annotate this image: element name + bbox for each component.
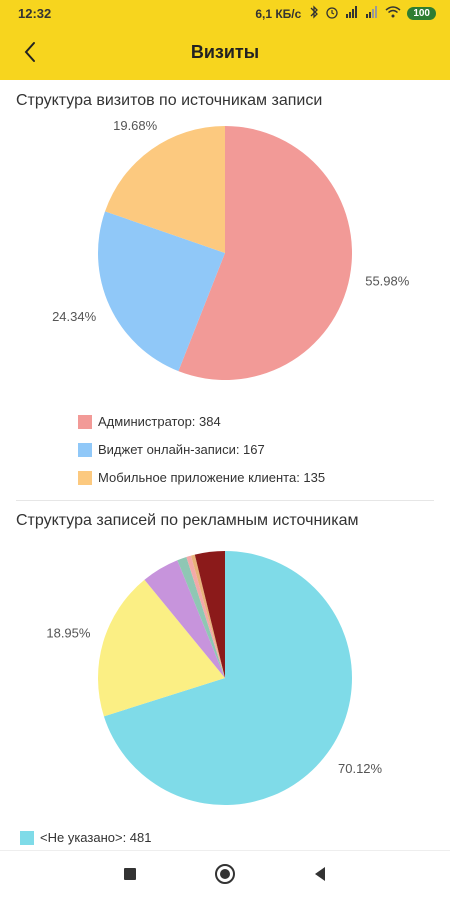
pie-slice[interactable] xyxy=(190,554,225,678)
legend-label: Виджет онлайн-записи: 167 xyxy=(98,442,265,457)
pie-slice[interactable] xyxy=(103,551,352,805)
pie-slice[interactable] xyxy=(144,560,225,678)
status-bar: 12:32 6,1 КБ/с 100 xyxy=(0,0,450,28)
bluetooth-icon xyxy=(309,5,319,22)
chart-1-title: Структура визитов по источникам записи xyxy=(16,92,323,109)
pie-slice[interactable] xyxy=(194,551,225,678)
chart-2-title: Структура записей по рекламным источника… xyxy=(16,512,359,529)
signal-icon xyxy=(345,6,359,21)
back-triangle-icon xyxy=(313,866,327,887)
pie-slice[interactable] xyxy=(105,126,225,253)
legend-label: Администратор: 384 xyxy=(98,414,221,429)
pie-percent-label: 24.34% xyxy=(52,309,97,324)
legend-item-admin: Администратор: 384 xyxy=(78,414,221,429)
wifi-icon xyxy=(385,6,401,21)
legend-swatch xyxy=(78,414,92,429)
chevron-left-icon xyxy=(23,41,37,68)
pie-percent-label: 18.95% xyxy=(46,625,91,640)
battery-indicator: 100 xyxy=(407,7,436,20)
recent-apps-button[interactable] xyxy=(117,863,143,889)
back-button[interactable] xyxy=(14,38,46,70)
pie-slice[interactable] xyxy=(178,126,352,380)
page-title: Визиты xyxy=(190,42,260,62)
home-button[interactable] xyxy=(212,863,238,889)
content-area[interactable]: Структура визитов по источникам записи 5… xyxy=(0,80,450,850)
home-circle-icon xyxy=(214,863,236,890)
status-right: 6,1 КБ/с 100 xyxy=(255,5,436,22)
system-nav-bar xyxy=(0,850,450,901)
app-bar: Визиты xyxy=(0,28,450,80)
pie-chart-1: 55.98% 24.34% 19.68% xyxy=(52,120,410,380)
back-nav-button[interactable] xyxy=(307,863,333,889)
network-speed: 6,1 КБ/с xyxy=(255,6,302,21)
pie-percent-label: 4.81% xyxy=(127,540,164,543)
pie-slice[interactable] xyxy=(186,555,225,678)
legend-item-unspecified: <Не указано>: 481 xyxy=(20,830,151,845)
legend-item-widget: Виджет онлайн-записи: 167 xyxy=(78,442,265,457)
pie-percent-label: 19.68% xyxy=(113,120,158,133)
legend-swatch xyxy=(78,442,92,457)
legend-label: <Не указано>: 481 xyxy=(40,830,152,845)
status-time: 12:32 xyxy=(18,6,52,21)
alarm-icon xyxy=(325,5,339,22)
pie-percent-label: 70.12% xyxy=(338,761,383,776)
pie-slice[interactable] xyxy=(97,211,225,372)
legend-label: Мобильное приложение клиента: 135 xyxy=(98,470,326,485)
legend-swatch xyxy=(78,470,92,485)
status-icons: 100 xyxy=(309,5,436,22)
pie-percent-label: 55.98% xyxy=(365,273,410,288)
pie-chart-2: 70.12% 18.95% 4.81% xyxy=(46,540,383,805)
pie-slice[interactable] xyxy=(97,579,225,717)
legend-swatch xyxy=(20,830,34,845)
pie-slice[interactable] xyxy=(177,557,225,678)
signal-2-icon xyxy=(365,6,379,21)
stop-square-icon xyxy=(123,867,137,886)
legend-item-mobile: Мобильное приложение клиента: 135 xyxy=(78,470,325,485)
section-divider xyxy=(16,500,434,501)
